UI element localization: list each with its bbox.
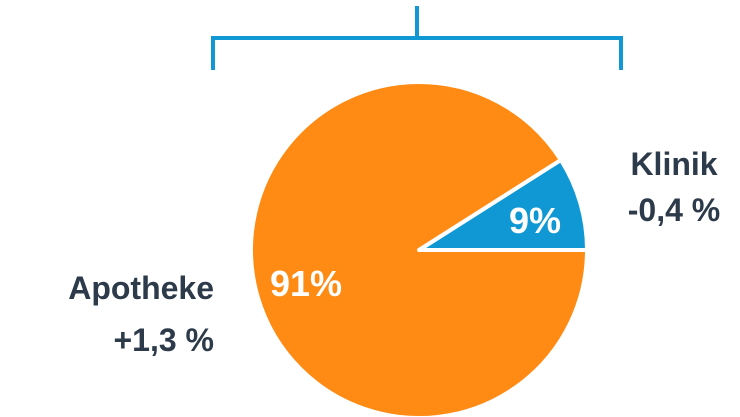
- category-label-klinik: Klinik: [630, 146, 717, 182]
- change-label-klinik: -0,4 %: [628, 192, 720, 228]
- slice-value-label-klinik: 9%: [509, 200, 561, 241]
- bracket-line: [211, 6, 623, 70]
- category-label-apotheke: Apotheke: [68, 270, 214, 306]
- slice-value-label-apotheke: 91%: [270, 263, 342, 304]
- pie-slice-apotheke: [249, 80, 589, 417]
- pie-slices: [249, 80, 589, 417]
- change-label-apotheke: +1,3 %: [113, 322, 214, 358]
- bracket: [211, 6, 623, 70]
